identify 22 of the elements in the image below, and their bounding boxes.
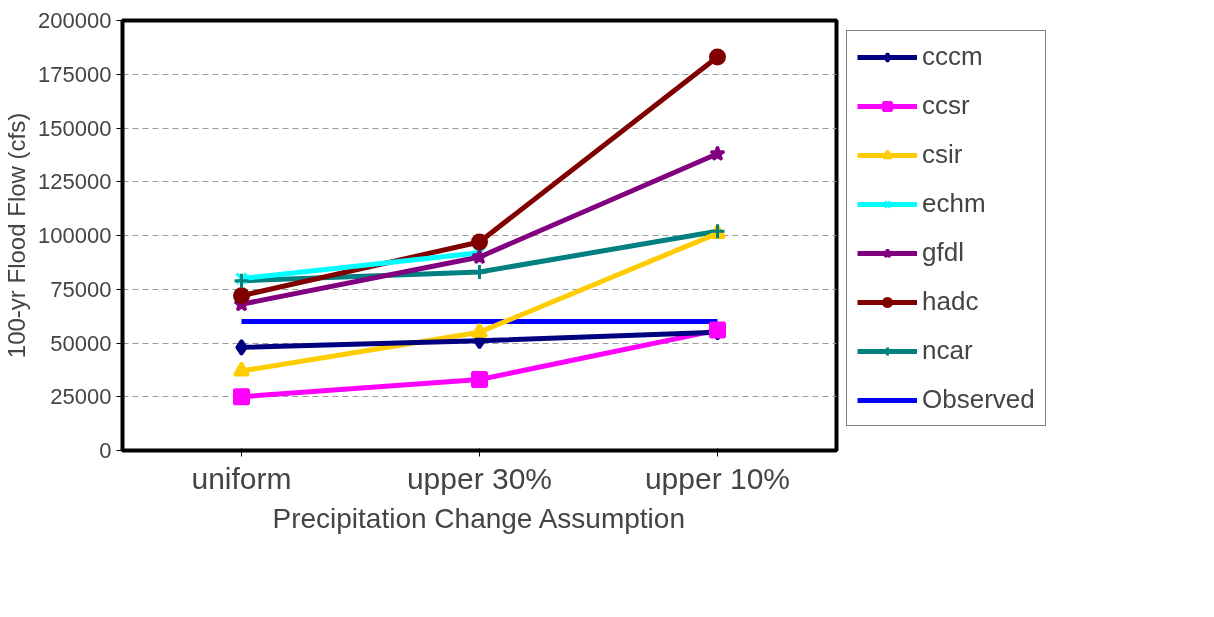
legend-label: echm <box>922 188 986 219</box>
legend-label: hadc <box>922 286 979 317</box>
legend-label: Observed <box>922 384 1035 415</box>
y-tick-label: 100000 <box>38 223 112 248</box>
y-tick-label: 175000 <box>38 61 112 87</box>
legend-label: ncar <box>922 335 973 366</box>
legend-label: csir <box>922 139 963 170</box>
x-tick-label: uniform <box>191 461 292 495</box>
x-axis-title: Precipitation Change Assumption <box>272 502 685 534</box>
y-axis-title: 100-yr Flood Flow (cfs) <box>3 112 31 359</box>
legend-label: gfdl <box>922 237 964 268</box>
y-tick-label: 200000 <box>38 8 112 33</box>
y-tick-label: 150000 <box>38 115 112 141</box>
y-tick-label: 50000 <box>50 330 112 356</box>
y-tick-label: 25000 <box>50 384 112 410</box>
y-tick-label: 125000 <box>38 169 112 195</box>
y-tick-label: 75000 <box>50 276 112 302</box>
legend-label: cccm <box>922 41 983 72</box>
x-tick-label: upper 30% <box>406 461 553 495</box>
legend-label: ccsr <box>922 90 970 121</box>
x-tick-label: upper 10% <box>644 461 791 495</box>
y-tick-label: 0 <box>99 438 112 463</box>
